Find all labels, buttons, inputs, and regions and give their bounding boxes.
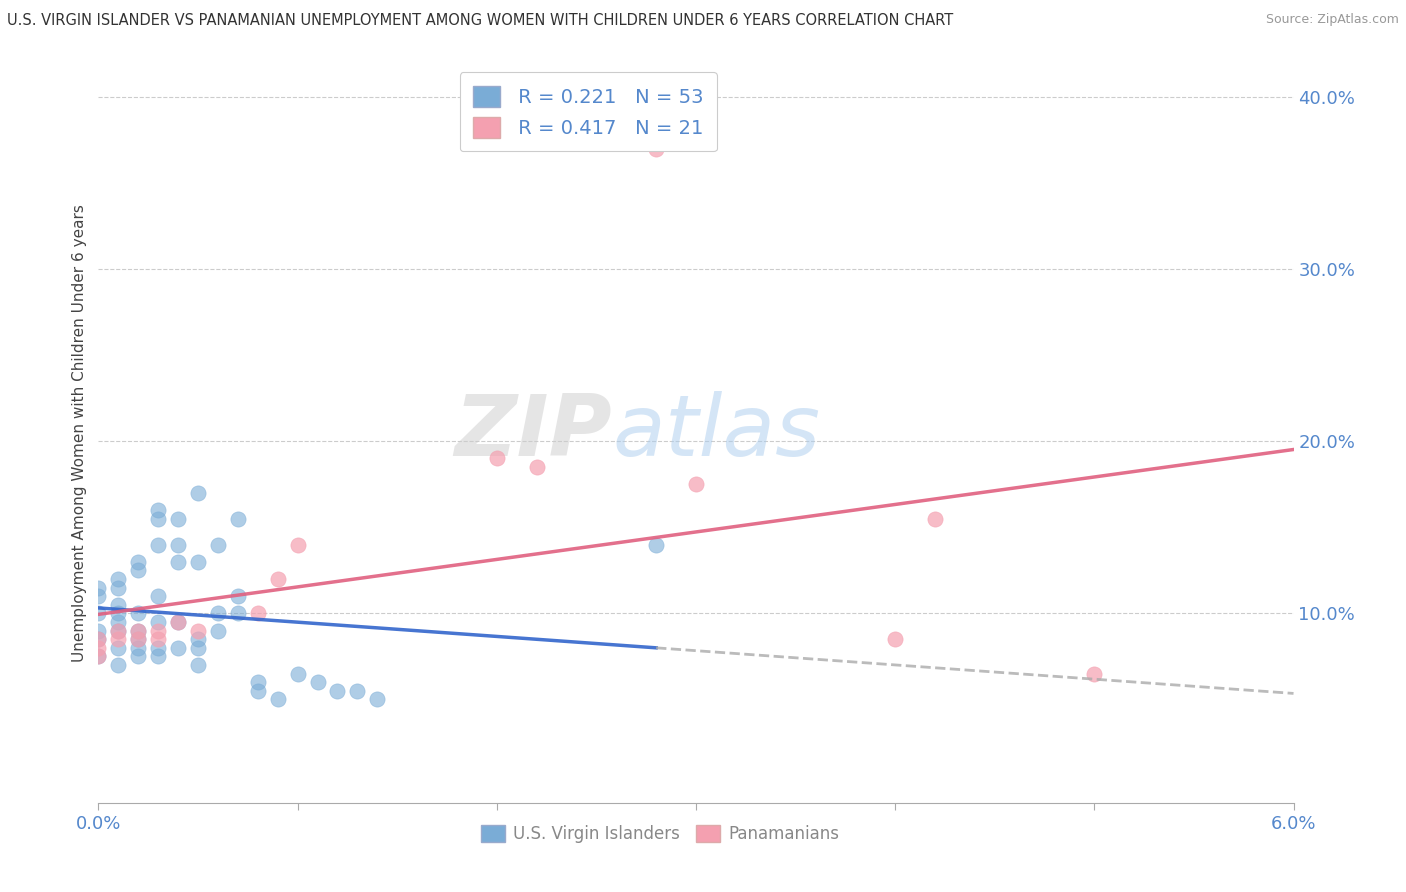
Point (326, 684, 349, 698)
Point (187, 486, 209, 500)
Point (107, 640, 129, 655)
Point (187, 640, 209, 655)
Point (148, 624, 170, 638)
Point (346, 684, 368, 698)
Point (267, 572, 290, 586)
Point (87, 649, 110, 664)
Point (107, 607, 129, 621)
Point (167, 615, 190, 629)
Point (127, 607, 149, 621)
Point (267, 692, 290, 706)
Point (526, 460, 548, 475)
Point (226, 589, 249, 603)
Point (366, 692, 388, 706)
Point (207, 624, 229, 638)
Point (924, 512, 946, 526)
Y-axis label: Unemployment Among Women with Children Under 6 years: Unemployment Among Women with Children U… (72, 203, 87, 662)
Point (207, 537, 229, 551)
Point (87, 632, 110, 647)
Text: U.S. VIRGIN ISLANDER VS PANAMANIAN UNEMPLOYMENT AMONG WOMEN WITH CHILDREN UNDER : U.S. VIRGIN ISLANDER VS PANAMANIAN UNEMP… (7, 13, 953, 29)
Point (127, 555, 149, 569)
Point (246, 675, 269, 690)
Point (87, 589, 110, 603)
Point (107, 581, 129, 595)
Point (107, 598, 129, 612)
Point (148, 615, 170, 629)
Point (167, 512, 190, 526)
Text: Source: ZipAtlas.com: Source: ZipAtlas.com (1265, 13, 1399, 27)
Point (87, 581, 110, 595)
Point (148, 649, 170, 664)
Point (107, 624, 129, 638)
Point (127, 624, 149, 638)
Point (87, 640, 110, 655)
Point (127, 640, 149, 655)
Point (107, 658, 129, 673)
Point (107, 615, 129, 629)
Point (187, 624, 209, 638)
Point (645, 537, 668, 551)
Point (167, 615, 190, 629)
Point (127, 624, 149, 638)
Point (167, 640, 190, 655)
Point (107, 624, 129, 638)
Point (226, 607, 249, 621)
Point (167, 537, 190, 551)
Point (167, 555, 190, 569)
Point (485, 451, 508, 466)
Point (187, 632, 209, 647)
Point (87, 632, 110, 647)
Point (148, 512, 170, 526)
Point (246, 684, 269, 698)
Point (246, 607, 269, 621)
Point (148, 589, 170, 603)
Point (87, 649, 110, 664)
Point (187, 658, 209, 673)
Point (148, 632, 170, 647)
Point (127, 632, 149, 647)
Point (127, 649, 149, 664)
Point (148, 640, 170, 655)
Point (685, 477, 707, 491)
Point (287, 537, 309, 551)
Point (187, 555, 209, 569)
Point (148, 503, 170, 517)
Point (226, 512, 249, 526)
Legend: U.S. Virgin Islanders, Panamanians: U.S. Virgin Islanders, Panamanians (474, 819, 846, 850)
Point (107, 632, 129, 647)
Point (307, 675, 329, 690)
Point (207, 607, 229, 621)
Point (148, 537, 170, 551)
Point (645, 142, 668, 156)
Point (287, 666, 309, 681)
Point (884, 632, 907, 647)
Point (107, 572, 129, 586)
Point (127, 632, 149, 647)
Point (1083, 666, 1105, 681)
Point (87, 624, 110, 638)
Text: atlas: atlas (613, 391, 820, 475)
Point (87, 607, 110, 621)
Text: ZIP: ZIP (454, 391, 613, 475)
Point (127, 563, 149, 577)
